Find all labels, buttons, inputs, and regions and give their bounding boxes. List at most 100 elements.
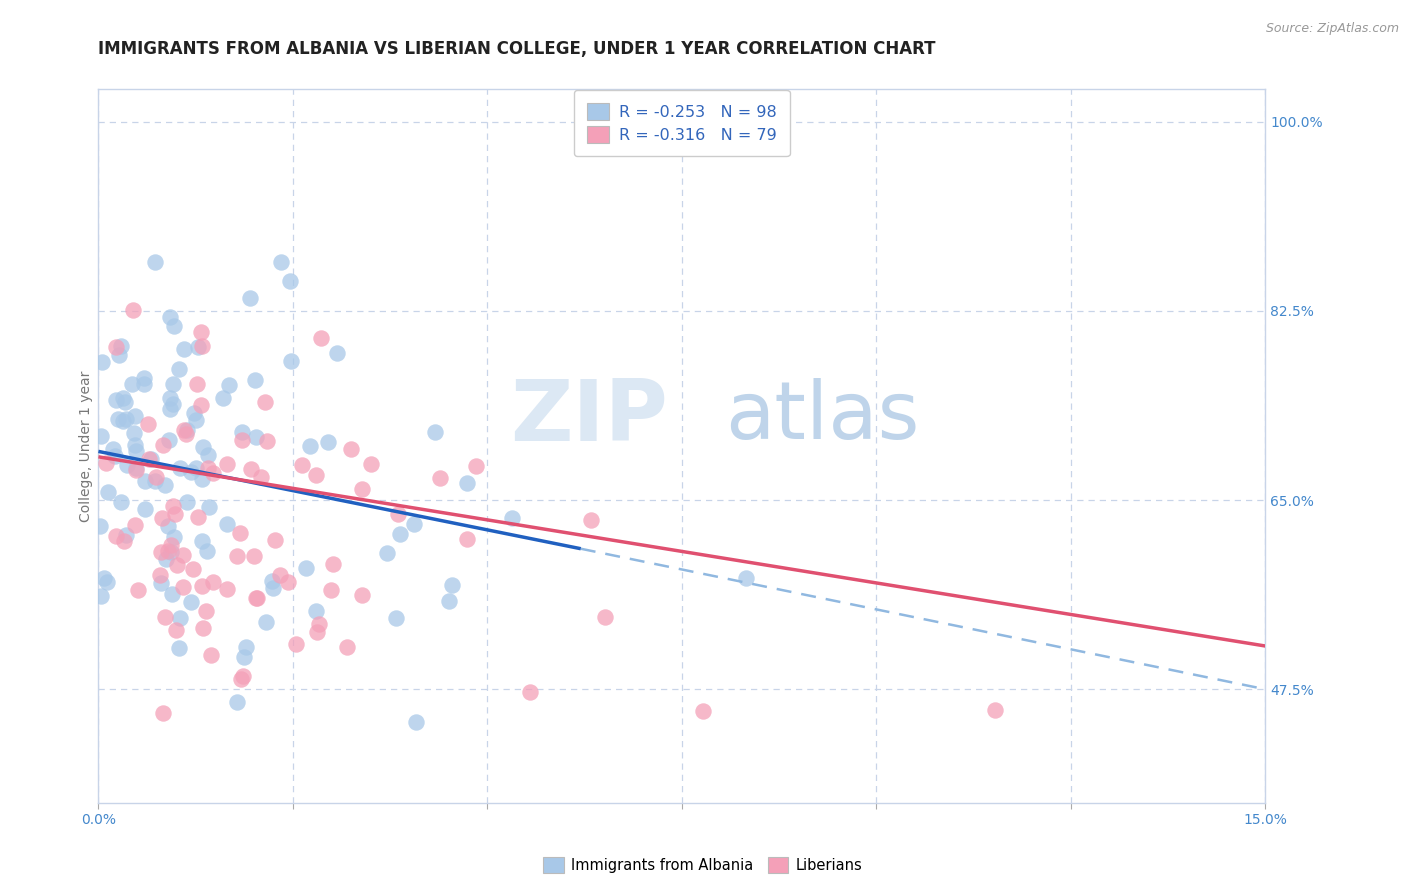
- Point: [375, 546, 398, 560]
- Point: [173, 423, 195, 437]
- Point: [307, 624, 329, 639]
- Point: [202, 574, 225, 589]
- Point: [262, 581, 284, 595]
- Point: [166, 558, 188, 573]
- Point: [162, 376, 184, 391]
- Point: [122, 426, 145, 441]
- Point: [245, 374, 267, 388]
- Point: [173, 343, 195, 357]
- Point: [326, 346, 349, 360]
- Point: [96, 575, 118, 590]
- Point: [112, 533, 135, 548]
- Point: [231, 425, 253, 440]
- Point: [105, 393, 128, 408]
- Point: [579, 513, 602, 527]
- Point: [191, 621, 214, 635]
- Point: [127, 583, 149, 598]
- Point: [134, 371, 156, 385]
- Point: [103, 442, 125, 456]
- Point: [316, 435, 339, 450]
- Point: [226, 695, 249, 709]
- Point: [138, 452, 160, 467]
- Point: [183, 562, 205, 576]
- Point: [308, 616, 330, 631]
- Point: [157, 434, 180, 448]
- Point: [215, 517, 238, 532]
- Point: [735, 571, 758, 585]
- Point: [465, 458, 488, 473]
- Point: [167, 362, 190, 376]
- Point: [125, 461, 148, 475]
- Point: [291, 458, 314, 472]
- Point: [165, 624, 187, 638]
- Point: [501, 511, 523, 525]
- Point: [125, 463, 148, 477]
- Point: [384, 611, 406, 625]
- Point: [277, 575, 299, 590]
- Point: [114, 528, 136, 542]
- Point: [134, 475, 156, 489]
- Point: [97, 485, 120, 500]
- Point: [155, 551, 177, 566]
- Point: [226, 549, 249, 563]
- Point: [202, 466, 225, 480]
- Point: [437, 593, 460, 607]
- Point: [195, 544, 218, 558]
- Point: [256, 434, 278, 448]
- Text: IMMIGRANTS FROM ALBANIA VS LIBERIAN COLLEGE, UNDER 1 YEAR CORRELATION CHART: IMMIGRANTS FROM ALBANIA VS LIBERIAN COLL…: [98, 40, 936, 58]
- Point: [163, 531, 186, 545]
- Point: [165, 507, 187, 521]
- Text: ZIP: ZIP: [510, 376, 668, 459]
- Point: [254, 615, 277, 630]
- Point: [169, 611, 191, 625]
- Point: [93, 571, 115, 585]
- Point: [593, 609, 616, 624]
- Point: [190, 472, 212, 486]
- Point: [215, 582, 238, 596]
- Point: [152, 706, 174, 720]
- Point: [187, 340, 209, 354]
- Point: [136, 417, 159, 431]
- Point: [121, 377, 143, 392]
- Point: [425, 425, 447, 439]
- Point: [132, 377, 155, 392]
- Point: [184, 413, 207, 427]
- Point: [692, 704, 714, 718]
- Point: [143, 474, 166, 488]
- Point: [149, 568, 172, 582]
- Point: [104, 340, 127, 354]
- Point: [191, 579, 214, 593]
- Point: [311, 331, 333, 345]
- Point: [294, 561, 316, 575]
- Point: [191, 534, 214, 549]
- Point: [262, 574, 284, 589]
- Point: [108, 348, 131, 362]
- Point: [389, 527, 412, 541]
- Point: [134, 502, 156, 516]
- Point: [190, 325, 212, 339]
- Point: [104, 529, 127, 543]
- Point: [350, 589, 373, 603]
- Point: [229, 525, 252, 540]
- Point: [243, 549, 266, 564]
- Point: [456, 533, 478, 547]
- Point: [246, 591, 269, 606]
- Point: [249, 470, 271, 484]
- Point: [245, 591, 267, 605]
- Point: [198, 500, 221, 515]
- Point: [197, 461, 219, 475]
- Point: [305, 467, 328, 482]
- Point: [90, 354, 112, 368]
- Point: [233, 649, 256, 664]
- Point: [90, 429, 112, 443]
- Point: [176, 423, 198, 437]
- Point: [162, 587, 184, 601]
- Point: [304, 604, 326, 618]
- Point: [218, 378, 240, 392]
- Point: [402, 517, 425, 532]
- Point: [145, 470, 167, 484]
- Point: [360, 457, 382, 471]
- Point: [162, 396, 184, 410]
- Point: [89, 518, 111, 533]
- Point: [160, 538, 183, 552]
